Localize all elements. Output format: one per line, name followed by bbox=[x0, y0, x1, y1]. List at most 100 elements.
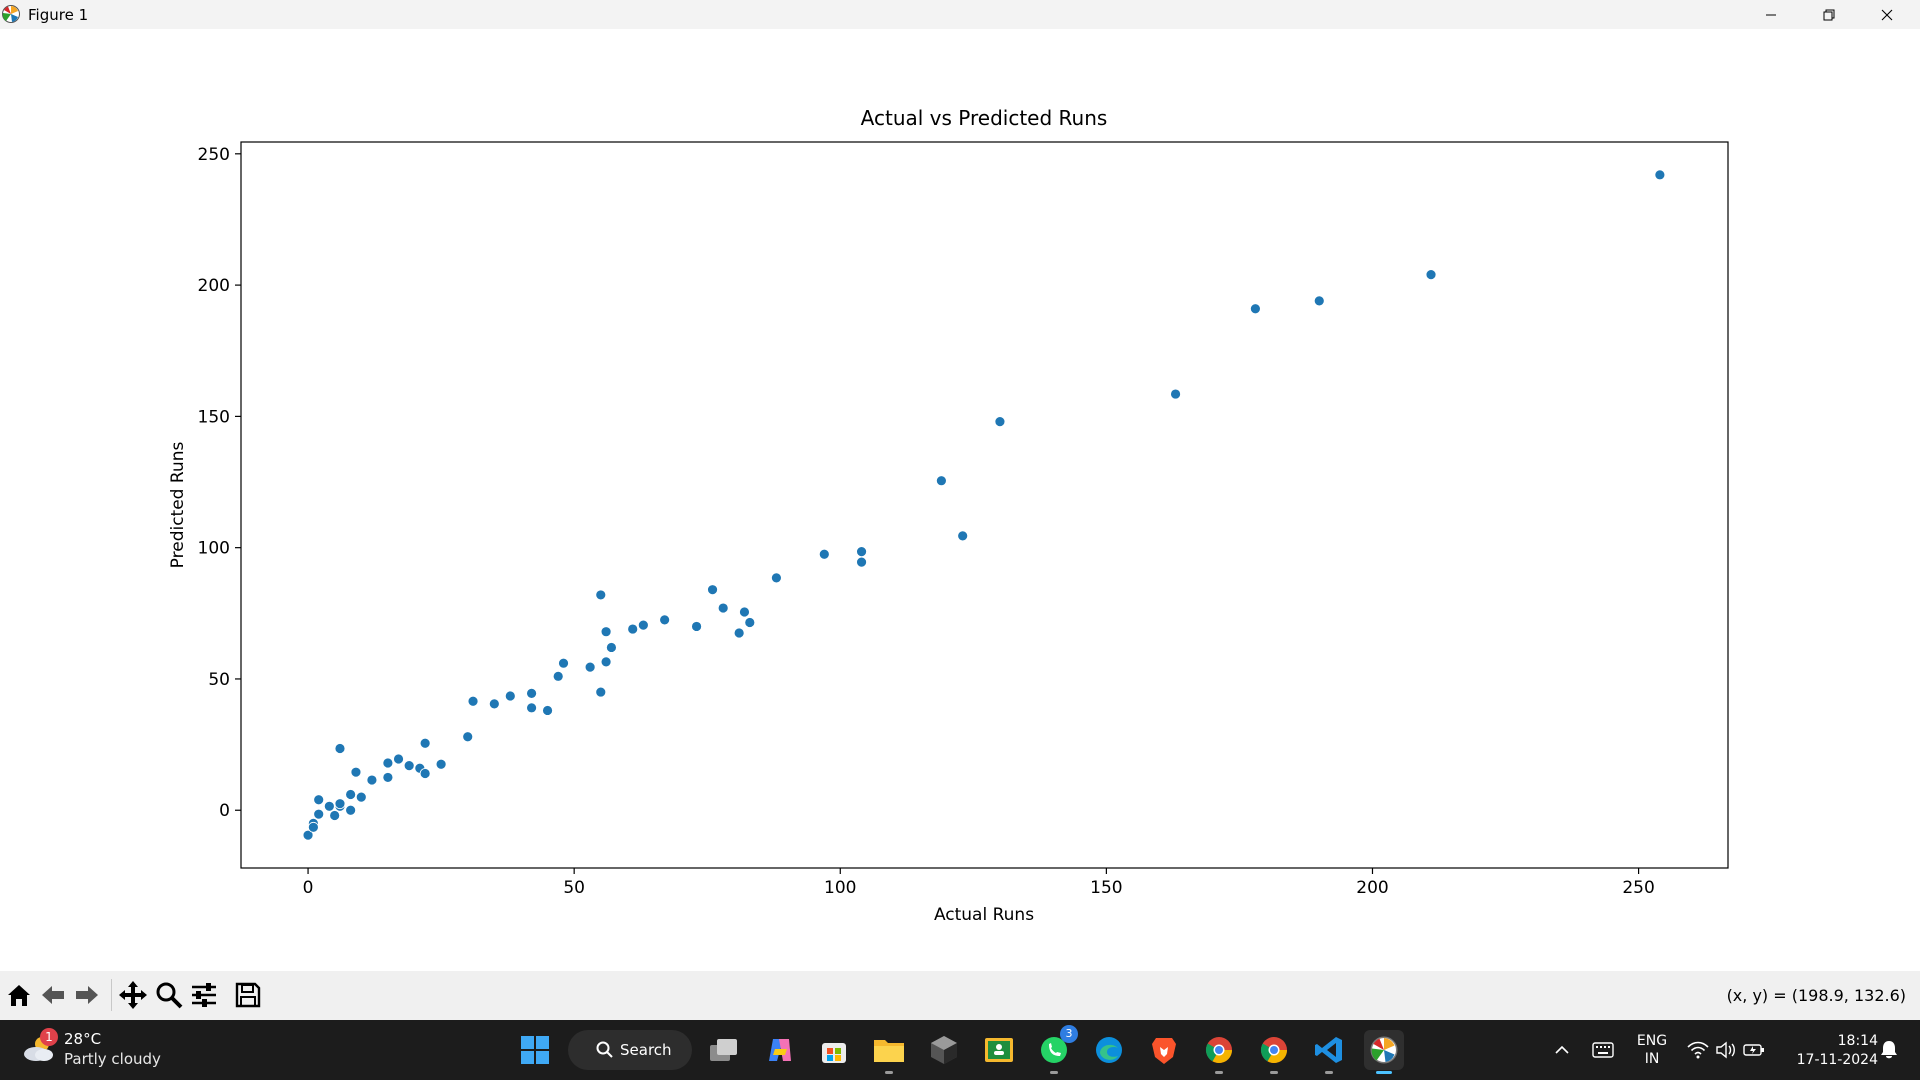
weather-desc: Partly cloudy bbox=[64, 1050, 161, 1068]
edge-button[interactable] bbox=[1089, 1030, 1129, 1070]
weather-widget[interactable]: 1 28°C Partly cloudy bbox=[22, 1028, 202, 1072]
data-point bbox=[733, 627, 745, 639]
data-point bbox=[462, 731, 474, 743]
data-point bbox=[382, 772, 394, 783]
data-point bbox=[302, 829, 314, 841]
data-point bbox=[435, 758, 447, 770]
data-point bbox=[552, 670, 564, 682]
figure-canvas[interactable]: Actual vs Predicted Runs Actual Runs Pre… bbox=[0, 29, 1920, 970]
store-button[interactable] bbox=[814, 1030, 854, 1070]
y-tick-label: 250 bbox=[198, 145, 230, 165]
data-point bbox=[691, 621, 702, 632]
notifications-button[interactable] bbox=[1874, 1020, 1904, 1080]
scatter-plot: Actual vs Predicted Runs Actual Runs Pre… bbox=[168, 106, 1729, 925]
google-classroom-button[interactable] bbox=[979, 1030, 1019, 1070]
x-tick-label: 250 bbox=[1622, 878, 1654, 898]
battery-charging-icon bbox=[1743, 1044, 1764, 1056]
task-view-icon bbox=[710, 1039, 737, 1061]
home-button[interactable] bbox=[2, 977, 36, 1013]
back-arrow-icon bbox=[42, 986, 64, 1004]
task-view-button[interactable] bbox=[704, 1030, 744, 1070]
data-point bbox=[467, 695, 479, 707]
copilot-icon bbox=[769, 1039, 791, 1061]
back-button[interactable] bbox=[36, 977, 70, 1013]
restore-icon bbox=[1823, 9, 1835, 20]
configure-subplots-icon bbox=[192, 983, 216, 1007]
chrome-profile-2-button[interactable] bbox=[1254, 1030, 1294, 1074]
pan-button[interactable] bbox=[116, 977, 150, 1013]
data-point bbox=[393, 753, 404, 765]
data-point bbox=[595, 686, 607, 698]
taskbar-search[interactable]: Search bbox=[568, 1030, 692, 1070]
chrome-profile-1-button[interactable] bbox=[1199, 1030, 1239, 1074]
data-point bbox=[957, 530, 969, 542]
x-tick-label: 100 bbox=[824, 878, 856, 898]
data-point bbox=[1654, 169, 1666, 181]
data-point bbox=[345, 789, 357, 800]
matplotlib-figure-button[interactable] bbox=[1364, 1030, 1404, 1074]
x-tick-label: 50 bbox=[563, 878, 585, 898]
quick-settings-button[interactable] bbox=[1684, 1020, 1768, 1080]
data-point bbox=[744, 617, 756, 628]
show-hidden-icons-button[interactable] bbox=[1550, 1020, 1574, 1080]
file-explorer-button[interactable] bbox=[869, 1030, 909, 1074]
data-point bbox=[558, 657, 569, 669]
data-point bbox=[717, 602, 729, 614]
save-icon bbox=[235, 982, 261, 1008]
data-point bbox=[1249, 303, 1261, 315]
start-button[interactable] bbox=[515, 1030, 555, 1070]
x-tick-label: 150 bbox=[1090, 878, 1122, 898]
data-point bbox=[382, 757, 394, 769]
data-point bbox=[366, 774, 378, 786]
cube-icon bbox=[931, 1036, 957, 1064]
copilot-button[interactable] bbox=[760, 1030, 800, 1070]
data-point bbox=[707, 584, 718, 596]
data-point bbox=[504, 690, 516, 702]
active-indicator bbox=[1376, 1071, 1392, 1074]
brave-button[interactable] bbox=[1144, 1030, 1184, 1070]
data-point bbox=[419, 768, 431, 779]
forward-arrow-icon bbox=[76, 986, 98, 1004]
data-point bbox=[994, 416, 1006, 428]
data-point bbox=[771, 572, 782, 584]
taskbar: 1 28°C Partly cloudy Search 3 bbox=[0, 1020, 1920, 1080]
touch-keyboard-button[interactable] bbox=[1588, 1020, 1618, 1080]
vscode-button[interactable] bbox=[1309, 1030, 1349, 1074]
x-axis-label: Actual Runs bbox=[934, 905, 1034, 925]
maximize-button[interactable] bbox=[1800, 0, 1858, 29]
minimize-icon bbox=[1766, 14, 1776, 15]
data-point bbox=[659, 614, 671, 626]
data-point bbox=[419, 737, 431, 749]
matplotlib-logo-icon bbox=[1370, 1036, 1398, 1064]
minimize-button[interactable] bbox=[1742, 0, 1800, 29]
language-indicator[interactable]: ENG IN bbox=[1630, 1032, 1674, 1068]
data-point bbox=[334, 798, 346, 810]
clock[interactable]: 18:14 17-11-2024 bbox=[1782, 1032, 1878, 1070]
weather-badge: 1 bbox=[40, 1028, 58, 1046]
configure-subplots-button[interactable] bbox=[187, 977, 221, 1013]
partly-cloudy-icon bbox=[24, 1037, 53, 1061]
running-indicator bbox=[1270, 1071, 1278, 1074]
weather-temp: 28°C bbox=[64, 1030, 102, 1048]
unity-hub-button[interactable] bbox=[924, 1030, 964, 1070]
data-point bbox=[323, 800, 335, 812]
whatsapp-icon bbox=[1041, 1037, 1067, 1063]
vscode-icon bbox=[1315, 1037, 1342, 1063]
title-bar: Figure 1 bbox=[0, 0, 1920, 29]
brave-lion-icon bbox=[1152, 1038, 1176, 1064]
pan-icon bbox=[119, 981, 147, 1009]
whatsapp-button[interactable]: 3 bbox=[1034, 1025, 1078, 1074]
data-point bbox=[355, 791, 367, 803]
chart-title: Actual vs Predicted Runs bbox=[861, 106, 1108, 130]
save-button[interactable] bbox=[231, 977, 265, 1013]
close-button[interactable] bbox=[1858, 0, 1916, 29]
forward-button[interactable] bbox=[70, 977, 104, 1013]
data-point bbox=[526, 702, 537, 714]
data-point bbox=[313, 794, 325, 806]
data-point bbox=[818, 548, 830, 560]
data-point bbox=[856, 546, 867, 558]
zoom-button[interactable] bbox=[152, 977, 186, 1013]
zoom-icon bbox=[156, 982, 183, 1009]
data-point bbox=[595, 589, 607, 601]
cursor-coordinates: (x, y) = (198.9, 132.6) bbox=[1726, 986, 1906, 1005]
